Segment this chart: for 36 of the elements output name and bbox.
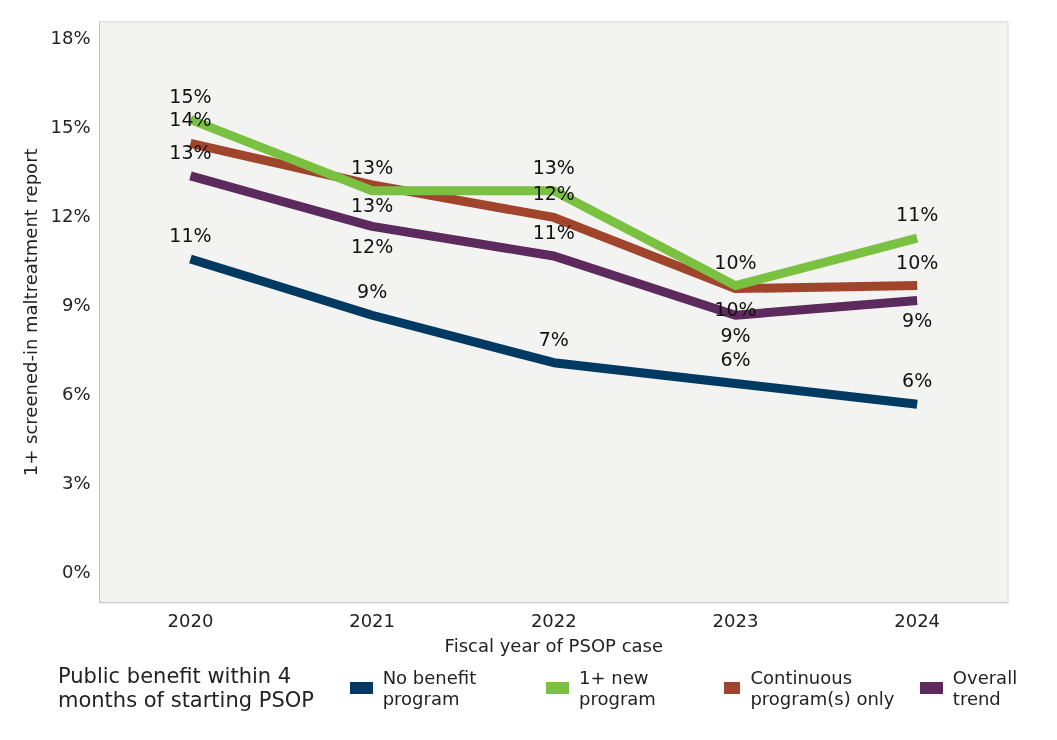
data-label: 7% [538,327,569,350]
data-label: 6% [720,348,751,371]
y-tick-label: 3% [62,471,91,493]
x-tick-label: 2022 [530,610,577,632]
data-label: 9% [357,280,388,303]
data-label: 11% [896,203,939,226]
legend-label: No benefit program [382,667,478,709]
data-label: 9% [720,324,751,347]
legend-label: 1+ new program [579,667,657,709]
data-label: 11% [169,223,212,246]
y-tick-label: 18% [50,27,91,49]
x-tick-label: 2020 [167,610,214,632]
data-label: 13% [351,193,394,216]
data-label: 15% [169,84,212,107]
data-label: 13% [351,155,394,178]
data-label: 13% [532,155,575,178]
x-tick-label: 2021 [349,610,396,632]
data-label: 9% [902,309,933,332]
data-label: 11% [532,220,575,243]
x-axis-title: Fiscal year of PSOP case [444,634,664,656]
data-label: 10% [714,250,757,273]
x-tick-label: 2023 [712,610,759,632]
data-label: 6% [902,369,933,392]
y-tick-label: 9% [62,294,91,316]
legend-label: Overall trend [952,667,1019,709]
legend-title: Public benefit within 4 months of starting PSOP [58,664,315,712]
y-tick-label: 6% [62,382,91,404]
y-axis-title: 1+ screened-in maltreatment report [20,148,42,477]
y-tick-label: 15% [50,116,91,138]
x-tick-label: 2024 [894,610,941,632]
data-label: 12% [351,235,394,258]
data-label: 13% [169,140,212,163]
y-tick-label: 0% [62,560,91,582]
y-tick-label: 12% [50,205,91,227]
data-label: 10% [896,250,939,273]
legend-label: Continuous program(s) only [750,667,896,709]
